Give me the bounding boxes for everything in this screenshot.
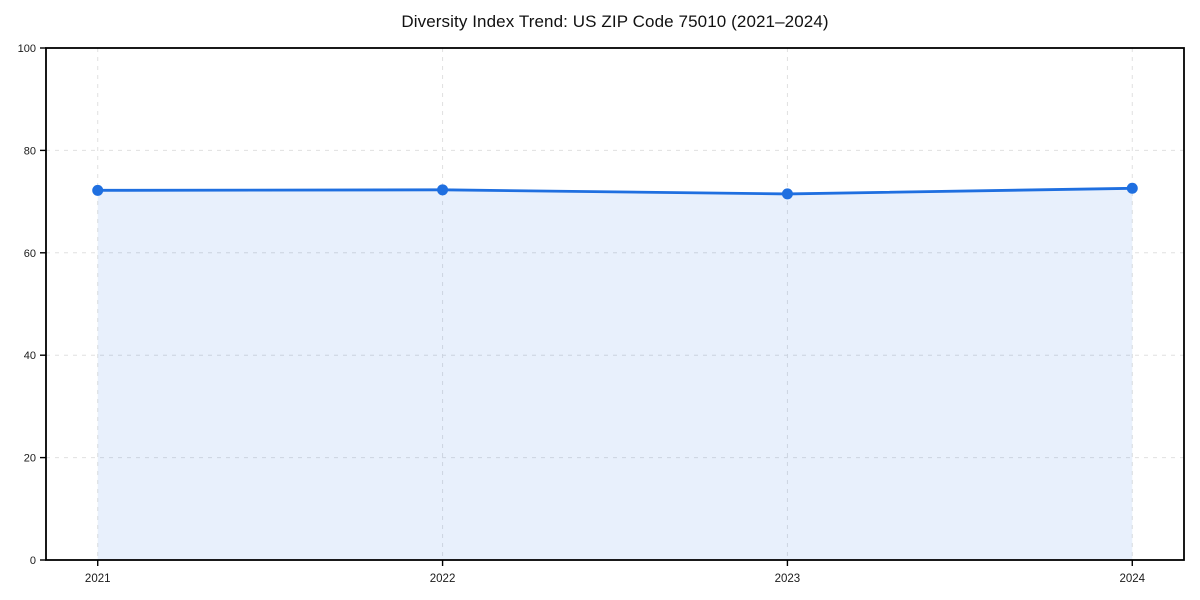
y-tick-label: 40: [24, 350, 36, 362]
x-tick-label: 2022: [430, 573, 456, 585]
data-point-marker: [1126, 182, 1138, 194]
data-point-marker: [437, 184, 449, 196]
trend-line: [96, 186, 1134, 196]
plot-frame: [45, 47, 1185, 561]
area-fill: [97, 188, 1133, 560]
y-tick-label: 0: [30, 555, 36, 567]
x-tick-label: 2021: [85, 573, 111, 585]
plot-background: [46, 48, 1184, 560]
chart-title: Diversity Index Trend: US ZIP Code 75010…: [401, 12, 829, 31]
grid-lines: [46, 48, 1184, 560]
x-tick-label: 2024: [1119, 573, 1145, 585]
x-axis: 2021 2022 2023 2024: [85, 560, 1146, 585]
y-tick-label: 60: [24, 248, 36, 260]
data-point-markers: [92, 182, 1138, 200]
data-point-marker: [781, 188, 793, 200]
y-axis: 0 20 40 60 80 100: [18, 43, 46, 567]
y-tick-label: 100: [18, 43, 36, 55]
data-point-marker: [92, 184, 104, 196]
x-tick-label: 2023: [775, 573, 801, 585]
y-tick-label: 80: [24, 145, 36, 157]
y-tick-label: 20: [24, 453, 36, 465]
